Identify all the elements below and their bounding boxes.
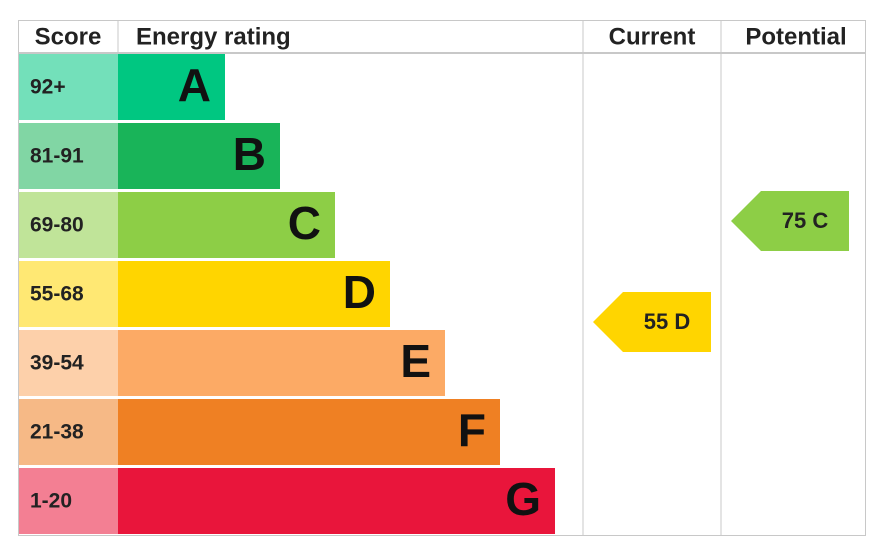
score-cell	[19, 399, 118, 465]
score-cell	[19, 192, 118, 258]
score-cell	[19, 54, 118, 120]
score-label: 92+	[30, 76, 66, 99]
rating-bar	[118, 399, 500, 465]
score-label: 39-54	[30, 352, 84, 375]
score-cell	[19, 468, 118, 534]
score-label: 55-68	[30, 283, 84, 306]
rating-bar	[118, 192, 335, 258]
current-arrow	[593, 292, 711, 352]
current-label: 55 D	[644, 309, 690, 334]
rating-bar	[118, 123, 280, 189]
rating-bar	[118, 54, 225, 120]
score-label: 81-91	[30, 145, 84, 168]
rating-letter: E	[400, 335, 431, 387]
rating-letter: G	[505, 473, 541, 525]
score-cell	[19, 330, 118, 396]
score-label: 69-80	[30, 214, 84, 237]
rating-letter: D	[343, 266, 376, 318]
rating-letter: B	[233, 128, 266, 180]
rating-letter: C	[288, 197, 321, 249]
rating-bar	[118, 468, 555, 534]
score-label: 21-38	[30, 421, 84, 444]
score-cell	[19, 261, 118, 327]
header-current: Current	[609, 23, 696, 50]
header-energy-rating: Energy rating	[136, 23, 291, 50]
potential-label: 75 C	[782, 208, 829, 233]
rating-letter: F	[458, 404, 486, 456]
rating-bar	[118, 330, 445, 396]
rating-letter: A	[178, 59, 211, 111]
score-cell	[19, 123, 118, 189]
score-label: 1-20	[30, 490, 72, 513]
header-potential: Potential	[745, 23, 846, 50]
potential-arrow	[731, 191, 849, 251]
rating-bar	[118, 261, 390, 327]
header-score: Score	[35, 23, 102, 50]
